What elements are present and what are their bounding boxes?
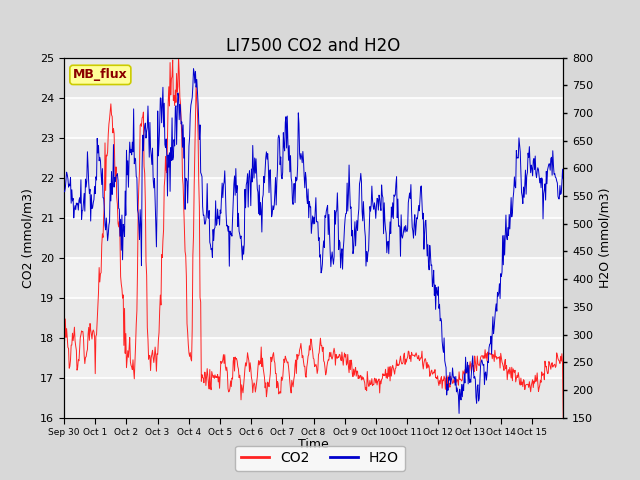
Bar bbox=[64, 298, 563, 337]
Y-axis label: H2O (mmol/m3): H2O (mmol/m3) bbox=[599, 187, 612, 288]
X-axis label: Time: Time bbox=[298, 438, 329, 451]
Text: MB_flux: MB_flux bbox=[73, 68, 128, 82]
Title: LI7500 CO2 and H2O: LI7500 CO2 and H2O bbox=[227, 36, 401, 55]
Bar bbox=[64, 217, 563, 258]
Y-axis label: CO2 (mmol/m3): CO2 (mmol/m3) bbox=[22, 188, 35, 288]
Bar bbox=[64, 378, 563, 418]
Bar bbox=[64, 58, 563, 97]
Bar bbox=[64, 138, 563, 178]
Legend: CO2, H2O: CO2, H2O bbox=[236, 445, 404, 471]
